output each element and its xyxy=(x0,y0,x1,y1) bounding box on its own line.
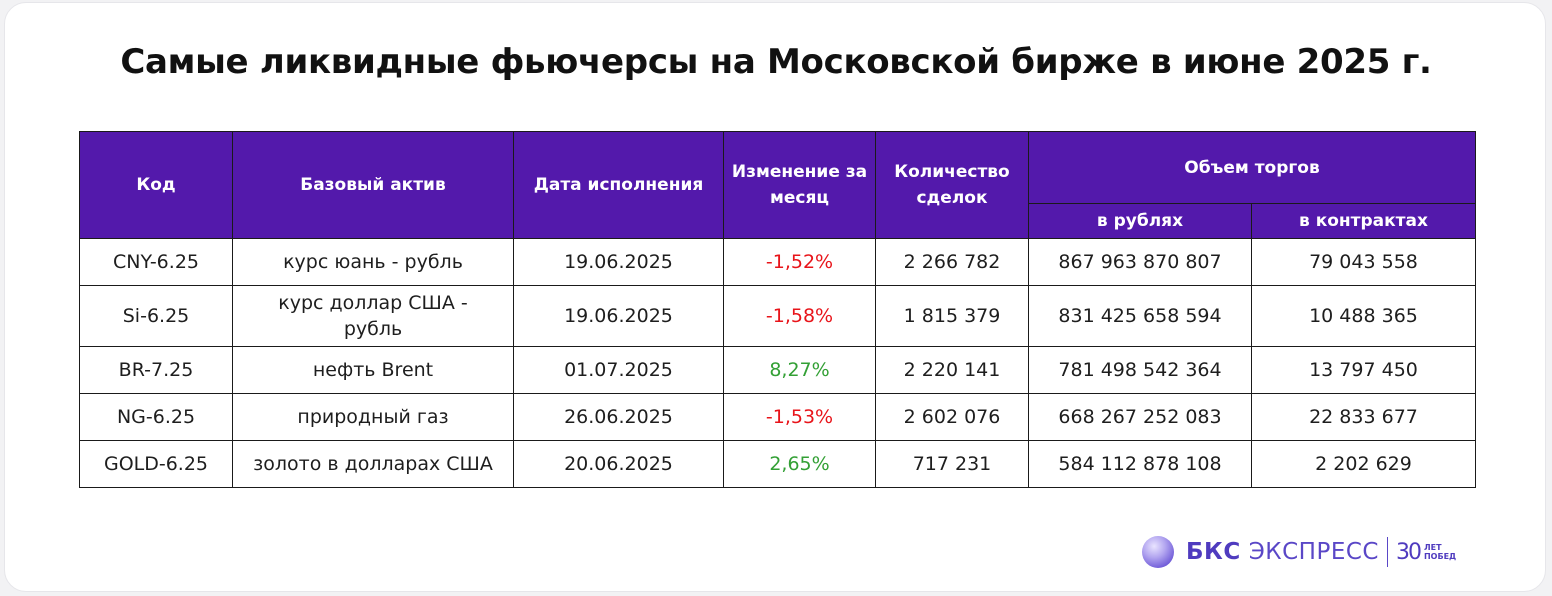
logo-divider xyxy=(1386,537,1388,567)
cell-volume-rub: 584 112 878 108 xyxy=(1028,440,1252,488)
cell-asset: золото в долларах США xyxy=(232,440,514,488)
cell-date: 20.06.2025 xyxy=(513,440,724,488)
table-row: NG-6.25 природный газ 26.06.2025 -1,53% … xyxy=(79,393,1476,441)
cell-volume-rub: 668 267 252 083 xyxy=(1028,393,1252,441)
cell-code: BR-7.25 xyxy=(79,346,233,394)
header-volume-rub: в рублях xyxy=(1028,203,1252,239)
sphere-logo-icon xyxy=(1142,536,1174,568)
cell-date: 01.07.2025 xyxy=(513,346,724,394)
table-row: CNY-6.25 курс юань - рубль 19.06.2025 -1… xyxy=(79,238,1476,286)
cell-code: NG-6.25 xyxy=(79,393,233,441)
cell-code: Si-6.25 xyxy=(79,285,233,347)
cell-deals: 2 220 141 xyxy=(875,346,1029,394)
header-row: Код Базовый актив Дата исполнения Измене… xyxy=(79,131,1476,239)
cell-change: -1,53% xyxy=(723,393,876,441)
cell-change: -1,58% xyxy=(723,285,876,347)
table-row: Si-6.25 курс доллар США - рубль 19.06.20… xyxy=(79,285,1476,347)
bks-express-logo[interactable]: БКС ЭКСПРЕСС 30 ЛЕТ ПОБЕД xyxy=(1142,535,1456,569)
logo-years: 30 xyxy=(1395,539,1422,565)
cell-asset: курс юань - рубль xyxy=(232,238,514,286)
header-date: Дата исполнения xyxy=(513,131,724,239)
header-subrow: в рублях в контрактах xyxy=(80,203,1476,239)
cell-date: 26.06.2025 xyxy=(513,393,724,441)
cell-volume-contracts: 2 202 629 xyxy=(1251,440,1476,488)
cell-volume-contracts: 10 488 365 xyxy=(1251,285,1476,347)
cell-asset: природный газ xyxy=(232,393,514,441)
cell-change: 8,27% xyxy=(723,346,876,394)
cell-volume-rub: 867 963 870 807 xyxy=(1028,238,1252,286)
header-change: Изменение за месяц xyxy=(723,131,876,239)
header-code: Код xyxy=(79,131,233,239)
cell-asset: курс доллар США - рубль xyxy=(232,285,514,347)
cell-deals: 717 231 xyxy=(875,440,1029,488)
cell-volume-rub: 831 425 658 594 xyxy=(1028,285,1252,347)
logo-product: ЭКСПРЕСС xyxy=(1248,539,1379,565)
cell-asset: нефть Brent xyxy=(232,346,514,394)
cell-code: GOLD-6.25 xyxy=(79,440,233,488)
cell-volume-contracts: 13 797 450 xyxy=(1251,346,1476,394)
cell-change: 2,65% xyxy=(723,440,876,488)
logo-tagline-word2: ПОБЕД xyxy=(1423,552,1457,561)
logo-brand: БКС xyxy=(1186,539,1241,565)
table-row: BR-7.25 нефть Brent 01.07.2025 8,27% 2 2… xyxy=(79,346,1476,394)
futures-table: Код Базовый актив Дата исполнения Измене… xyxy=(79,131,1476,488)
header-asset: Базовый актив xyxy=(232,131,514,239)
cell-code: CNY-6.25 xyxy=(79,238,233,286)
cell-change: -1,52% xyxy=(723,238,876,286)
header-volume-contracts: в контрактах xyxy=(1251,203,1476,239)
cell-deals: 2 602 076 xyxy=(875,393,1029,441)
header-deals: Количество сделок xyxy=(875,131,1029,239)
cell-volume-contracts: 79 043 558 xyxy=(1251,238,1476,286)
cell-volume-contracts: 22 833 677 xyxy=(1251,393,1476,441)
cell-deals: 2 266 782 xyxy=(875,238,1029,286)
cell-deals: 1 815 379 xyxy=(875,285,1029,347)
table-row: GOLD-6.25 золото в долларах США 20.06.20… xyxy=(79,440,1476,488)
logo-tagline-word1: ЛЕТ xyxy=(1423,543,1442,552)
cell-volume-rub: 781 498 542 364 xyxy=(1028,346,1252,394)
cell-date: 19.06.2025 xyxy=(513,285,724,347)
header-volume: Объем торгов xyxy=(1028,131,1476,204)
logo-tagline: ЛЕТ ПОБЕД xyxy=(1424,543,1456,561)
cell-date: 19.06.2025 xyxy=(513,238,724,286)
page-title: Самые ликвидные фьючерсы на Московской б… xyxy=(120,42,1432,82)
